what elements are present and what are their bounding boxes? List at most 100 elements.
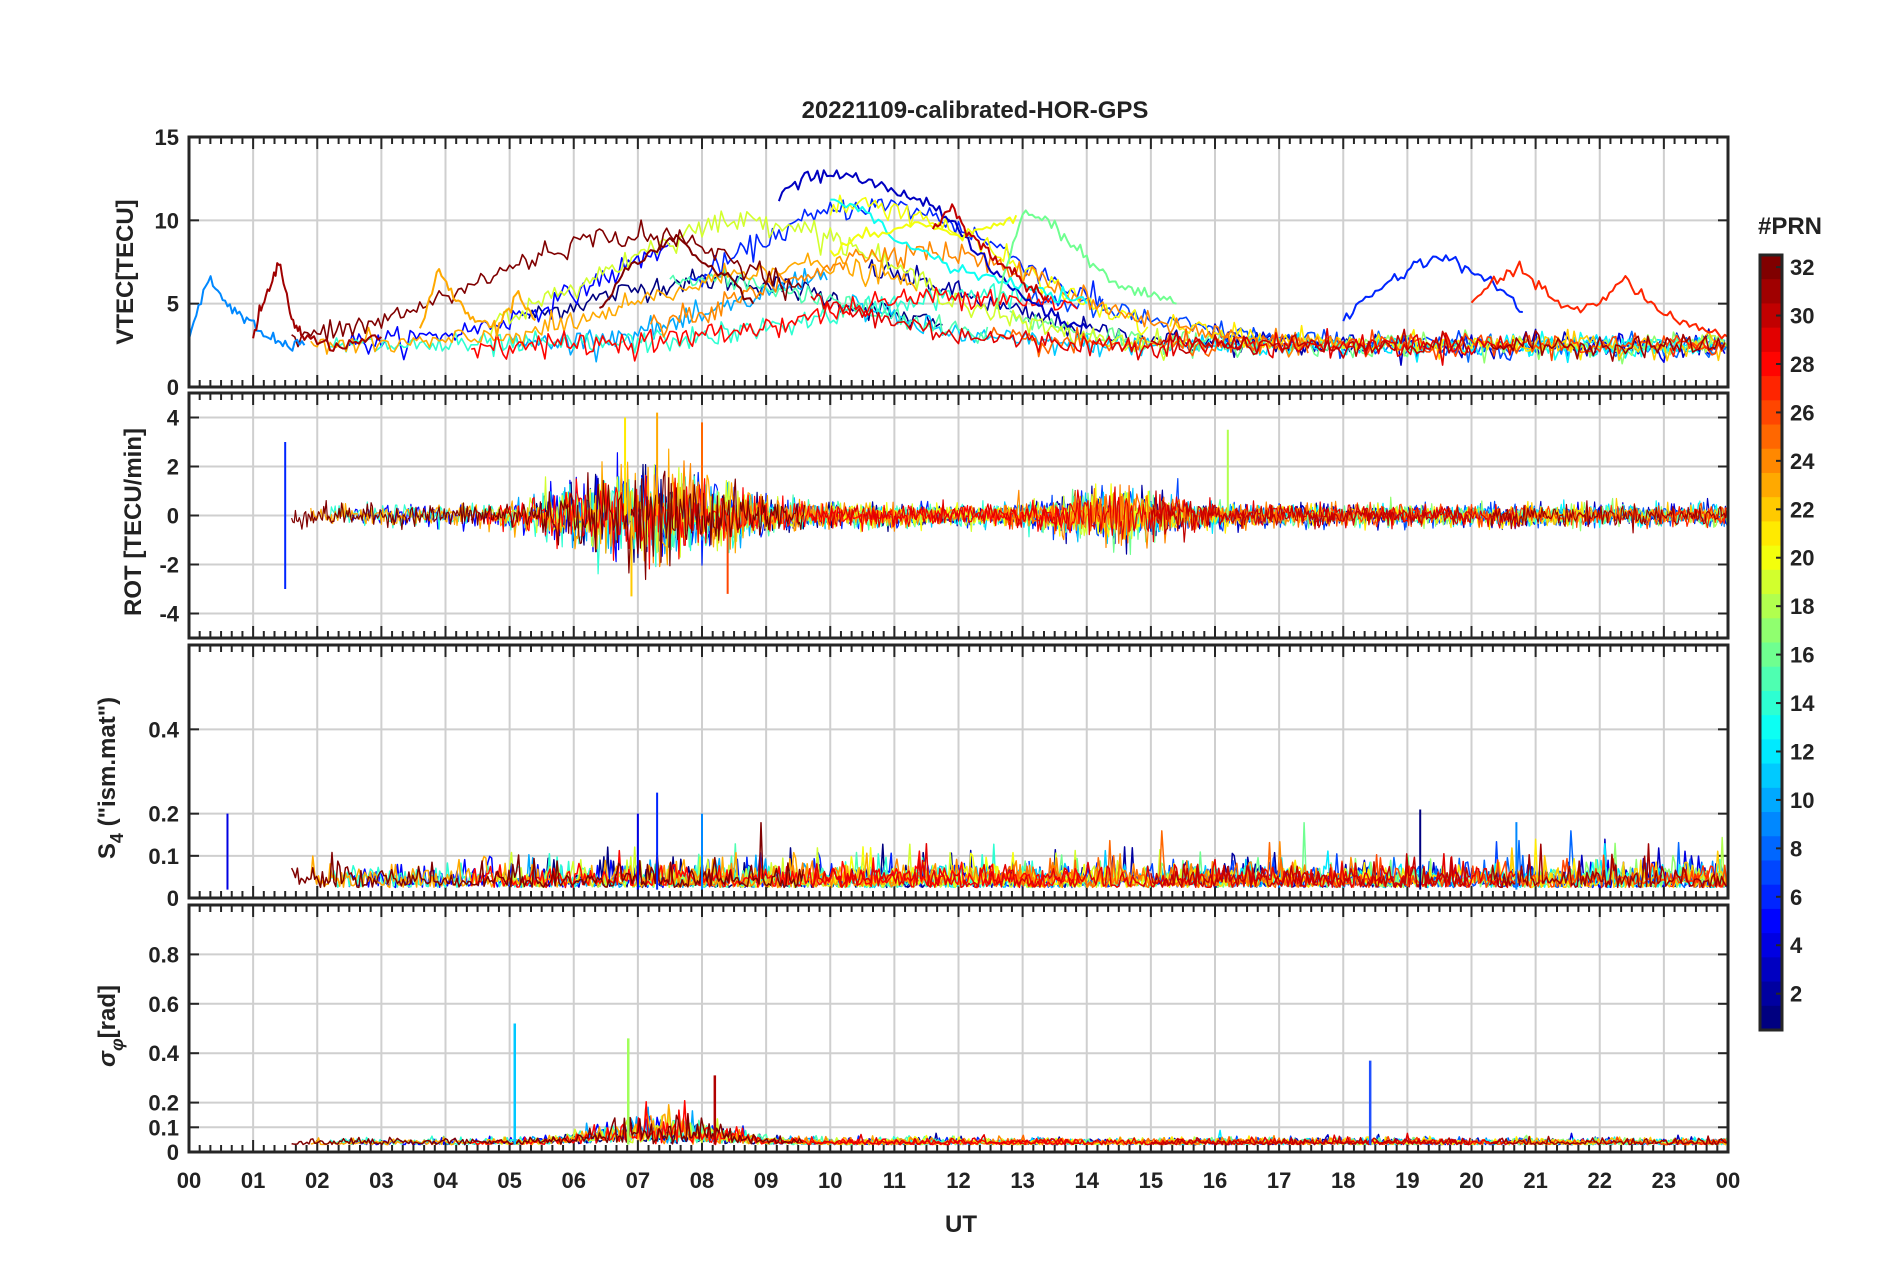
sigma-ylabel-rest: [rad] (94, 985, 121, 1038)
x-tick-label: 00 (177, 1168, 201, 1193)
colorbar-swatch (1760, 255, 1782, 280)
vtec-series-line (829, 194, 1149, 336)
x-tick-label: 12 (946, 1168, 970, 1193)
colorbar-swatch (1760, 933, 1782, 958)
colorbar-frame (1758, 253, 1784, 1032)
x-tick-label: 11 (883, 1168, 906, 1193)
colorbar-tick-label: 12 (1790, 739, 1814, 764)
x-tick-label: 03 (369, 1168, 393, 1193)
colorbar-swatch (1760, 618, 1782, 644)
colorbar-swatch (1760, 569, 1782, 595)
vtec-panel: 0 5 10 15 (155, 125, 1730, 400)
colorbar-tick-label: 20 (1790, 546, 1814, 571)
x-tick-label: 17 (1267, 1168, 1291, 1193)
x-tick-label: 09 (754, 1168, 778, 1193)
s4-ylabel-sub: 4 (107, 833, 127, 843)
x-tick-label: 10 (818, 1168, 842, 1193)
rot-series-line (1490, 500, 1729, 534)
colorbar-swatch (1760, 787, 1782, 813)
s4-ylabel: S4 ("ism.mat") (94, 697, 127, 859)
x-tick-label: 21 (1523, 1168, 1547, 1193)
colorbar-tick-label: 32 (1790, 255, 1814, 280)
y-tick-label: 0.8 (148, 942, 179, 967)
colorbar-tick-label: 18 (1790, 594, 1814, 619)
y-tick-label: 0.4 (148, 1041, 179, 1066)
axes-box (187, 903, 1730, 1154)
rot-series-line (1150, 490, 1473, 543)
x-tick-label: 07 (626, 1168, 650, 1193)
colorbar-swatch (1760, 521, 1782, 547)
y-tick-label: 0 (167, 504, 179, 529)
colorbar-swatch (1760, 884, 1782, 910)
rot-series-line (1169, 500, 1588, 534)
chart-title: 20221109-calibrated-HOR-GPS (802, 97, 1149, 124)
rot-series-line (291, 470, 806, 581)
x-tick-label: 14 (1075, 1168, 1100, 1193)
colorbar-swatch (1760, 400, 1782, 426)
colorbar-tick-label: 16 (1790, 643, 1814, 668)
colorbar-swatch (1760, 836, 1782, 862)
colorbar-tick-label: 28 (1790, 352, 1814, 377)
colorbar-swatch (1760, 981, 1782, 1007)
y-tick-label: 0.1 (148, 844, 179, 869)
sigma-series-line (471, 1099, 1080, 1146)
colorbar-swatch (1760, 763, 1782, 789)
s4-series-line (1489, 843, 1728, 889)
colorbar-swatch (1760, 860, 1782, 886)
vtec-series-line (310, 252, 918, 355)
vtec-series-line (1490, 330, 1726, 362)
vtec-series-line (252, 262, 383, 352)
s4-ylabel-rest: ("ism.mat") (94, 697, 121, 833)
axes-box (187, 391, 1730, 640)
colorbar-label: #PRN (1758, 213, 1822, 240)
x-tick-label: 06 (562, 1168, 586, 1193)
vtec-series-line (996, 209, 1177, 306)
sigma-series-line (291, 1112, 804, 1146)
x-tick-label: 18 (1331, 1168, 1355, 1193)
colorbar-swatch (1760, 327, 1782, 353)
y-tick-label: 2 (167, 455, 179, 480)
x-tick-label: 19 (1395, 1168, 1419, 1193)
x-tick-label: 02 (305, 1168, 329, 1193)
colorbar-tick-label: 24 (1790, 449, 1815, 474)
vtec-series-line (830, 198, 1088, 305)
vtec-series-line (931, 203, 1050, 301)
rot-series-line (1330, 501, 1729, 530)
vtec-series-line (471, 286, 1078, 362)
vtec-series-line (829, 214, 1018, 257)
colorbar-swatch (1760, 957, 1782, 983)
colorbar-swatch (1760, 279, 1782, 305)
vtec-series-line (1150, 328, 1470, 359)
x-tick-label: 20 (1459, 1168, 1483, 1193)
colorbar-swatch (1760, 303, 1782, 329)
colorbar-tick-label: 10 (1790, 788, 1814, 813)
colorbar-swatch (1760, 739, 1782, 765)
x-tick-label: 08 (690, 1168, 714, 1193)
sigma-ylabel-sub: φ (107, 1038, 127, 1051)
colorbar-swatch (1760, 351, 1782, 377)
sigma-ylabel-main: σ (94, 1050, 121, 1067)
y-tick-label: 0.6 (148, 992, 179, 1017)
vtec-ylabel: VTEC[TECU] (112, 199, 139, 344)
y-tick-label: 0.2 (148, 802, 179, 827)
y-tick-label: 15 (155, 125, 179, 150)
vtec-series-line (188, 275, 306, 352)
x-tick-label: 13 (1010, 1168, 1034, 1193)
y-tick-label: 0 (167, 375, 179, 400)
axes-box (187, 135, 1730, 389)
colorbar-tick-label: 6 (1790, 885, 1802, 910)
sigma-series-line (1150, 1135, 1471, 1146)
y-tick-label: 5 (167, 292, 179, 317)
x-tick-label: 15 (1139, 1168, 1163, 1193)
vtec-series-line (291, 219, 803, 348)
colorbar-tick-label: 22 (1790, 497, 1814, 522)
colorbar-tick-label: 4 (1790, 933, 1803, 958)
vtec-series-line (330, 282, 1033, 358)
colorbar-swatch (1760, 715, 1782, 740)
colorbar-swatch (1760, 666, 1782, 692)
rot-ylabel: ROT [TECU/min] (120, 428, 147, 616)
x-axis-label: UT (945, 1211, 977, 1238)
vtec-series-line (777, 169, 1088, 330)
